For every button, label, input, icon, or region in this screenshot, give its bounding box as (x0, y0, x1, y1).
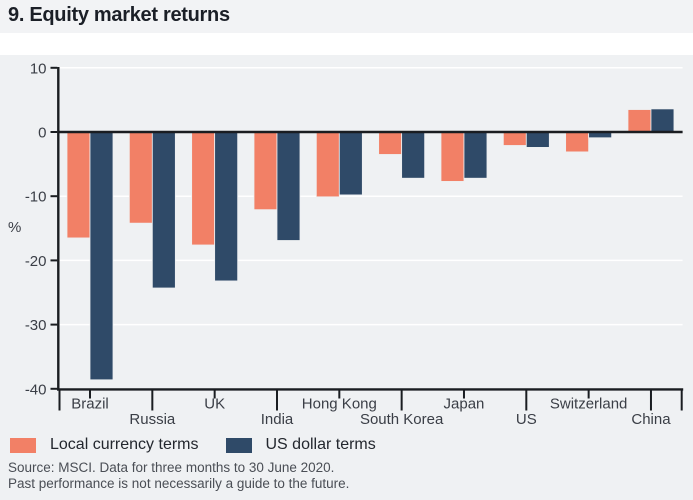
title-bar: 9. Equity market returns (0, 0, 693, 33)
bar-us-dollar-terms-uk (214, 131, 239, 282)
x-tick-label-japan: Japan (444, 396, 485, 413)
bar-local-currency-terms-brazil (66, 131, 91, 239)
x-tick-label-switzerland: Switzerland (550, 396, 628, 413)
legend-item-us-dollar: US dollar terms (225, 436, 376, 454)
x-tick-label-south-korea: South Korea (360, 411, 444, 428)
bar-us-dollar-terms-china (650, 108, 675, 133)
y-tick-label--40: -40 (25, 381, 47, 398)
disclaimer-line: Past performance is not necessarily a gu… (8, 476, 350, 491)
bar-local-currency-terms-russia (128, 131, 153, 224)
bar-us-dollar-terms-russia (151, 131, 176, 289)
y-tick-label--10: -10 (25, 189, 47, 206)
legend-swatch-local-currency-icon (10, 437, 36, 453)
bar-local-currency-terms-switzerland (565, 131, 590, 153)
legend-swatch-us-dollar-icon (225, 437, 252, 453)
bar-local-currency-terms-uk (191, 131, 216, 246)
bar-us-dollar-terms-japan (463, 131, 488, 179)
chart-svg: 10 0 -10 -20 -30 -40% Brazil Russia UK India Hong … (8, 60, 684, 428)
legend-item-local-currency: Local currency terms (10, 436, 199, 454)
x-tick-label-russia: Russia (129, 411, 176, 428)
x-tick-label-india: India (261, 411, 294, 428)
y-axis-unit-label: % (8, 219, 21, 236)
x-tick-label-china: China (631, 411, 671, 428)
bar-local-currency-terms-china (627, 109, 652, 133)
x-tick-label-us: US (516, 411, 537, 428)
bar-local-currency-terms-japan (440, 131, 465, 182)
bar-us-dollar-terms-brazil (89, 131, 114, 381)
legend-label-local-currency: Local currency terms (50, 436, 199, 453)
source-note: Source: MSCI. Data for three months to 3… (8, 460, 349, 492)
bar-local-currency-terms-us (502, 131, 527, 146)
bar-local-currency-terms-india (253, 131, 278, 211)
title-divider-strip (0, 33, 693, 55)
y-tick-label-0: 0 (38, 125, 46, 142)
y-tick-label-10: 10 (30, 60, 47, 77)
y-tick-label--30: -30 (25, 317, 47, 334)
bar-local-currency-terms-hong-kong (315, 131, 340, 198)
legend-label-us-dollar: US dollar terms (265, 436, 376, 453)
y-tick-label--20: -20 (25, 253, 47, 270)
bar-us-dollar-terms-india (276, 131, 301, 241)
page-title: 9. Equity market returns (8, 4, 230, 26)
x-tick-label-hong-kong: Hong Kong (302, 396, 377, 413)
chart-legend: Local currency terms US dollar terms (10, 436, 376, 454)
x-tick-label-brazil: Brazil (71, 396, 109, 413)
bar-us-dollar-terms-hong-kong (338, 131, 363, 196)
x-tick-label-uk: UK (204, 396, 225, 413)
bar-local-currency-terms-south-korea (378, 131, 403, 155)
bar-us-dollar-terms-south-korea (401, 131, 426, 179)
bar-us-dollar-terms-us (525, 131, 550, 148)
source-line: Source: MSCI. Data for three months to 3… (8, 460, 335, 475)
